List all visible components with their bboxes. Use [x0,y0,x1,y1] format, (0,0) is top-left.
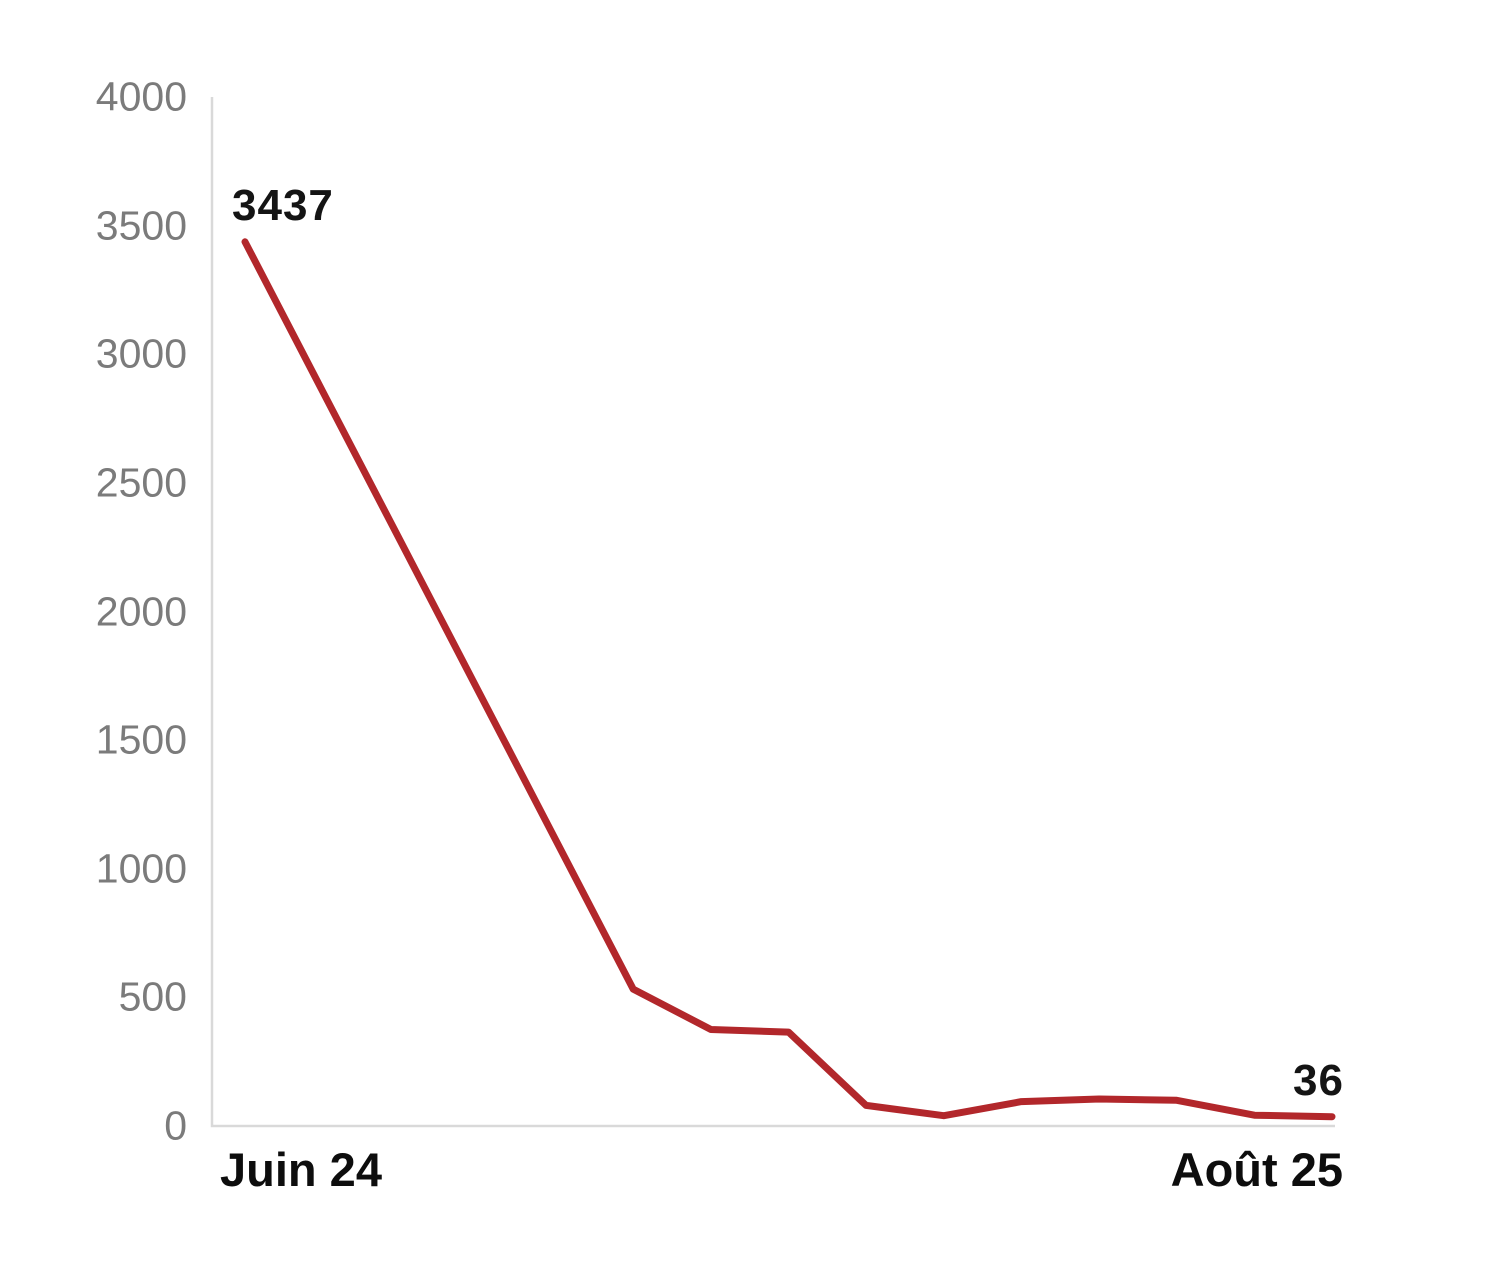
series-line [241,238,1336,1121]
y-tick-label: 1000 [95,845,187,892]
y-tick-label: 3000 [95,330,187,377]
y-tick-label: 1500 [95,716,187,763]
x-axis-label-start: Juin 24 [220,1143,382,1196]
y-tick-label: 4000 [95,73,187,120]
last-point-data-label: 36 [1293,1056,1344,1105]
y-tick-label: 0 [164,1102,187,1149]
y-tick-label: 2500 [95,459,187,506]
x-axis-label-end: Août 25 [1170,1143,1343,1196]
axis-lines [210,97,1335,1128]
first-point-data-label: 3437 [232,181,334,230]
y-tick-label: 3500 [95,202,187,249]
y-tick-label: 500 [118,973,187,1020]
y-tick-label: 2000 [95,588,187,635]
